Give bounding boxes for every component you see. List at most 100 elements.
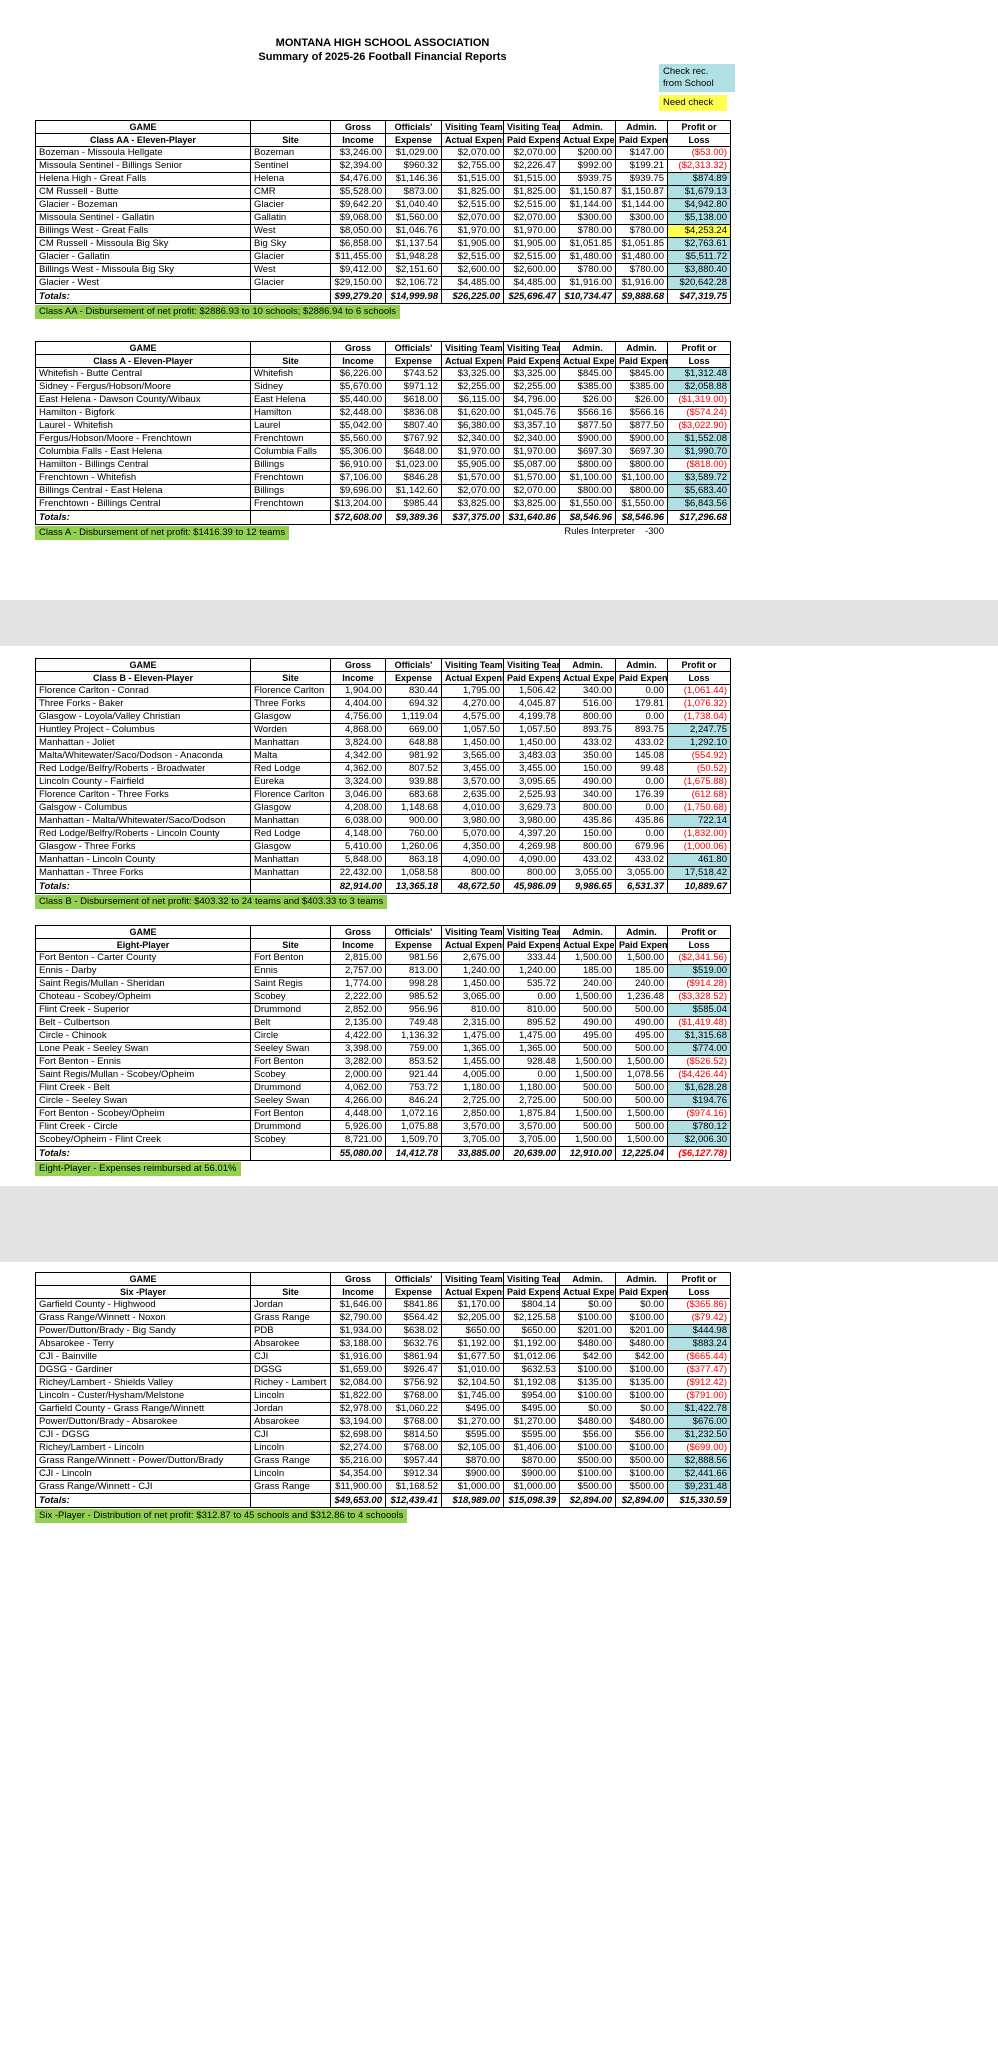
amount-cell: 1,500.00	[559, 951, 616, 965]
amount-cell: $1,270.00	[503, 1415, 560, 1429]
game-cell: Saint Regis/Mullan - Scobey/Opheim	[35, 1068, 251, 1082]
column-header: Admin.	[559, 120, 616, 134]
amount-cell: 800.00	[441, 866, 504, 880]
profit-loss-cell: (50.52)	[667, 762, 731, 776]
game-cell: Lincoln - Custer/Hysham/Melstone	[35, 1389, 251, 1403]
game-cell: CM Russell - Butte	[35, 185, 251, 199]
amount-cell: $100.00	[615, 1467, 668, 1481]
profit-loss-cell: ($912.42)	[667, 1376, 731, 1390]
amount-cell: 1,795.00	[441, 684, 504, 698]
column-header: Officials'	[385, 658, 442, 672]
amount-cell: 4,045.87	[503, 697, 560, 711]
column-header: Loss	[667, 1285, 731, 1299]
amount-cell: $768.00	[385, 1415, 442, 1429]
column-header: Expense	[385, 1285, 442, 1299]
site-cell: Lincoln	[250, 1467, 331, 1481]
amount-cell: $1,916.00	[615, 276, 668, 290]
amount-cell: $804.14	[503, 1298, 560, 1312]
amount-cell: 1,072.16	[385, 1107, 442, 1121]
amount-cell: 1,365.00	[441, 1042, 504, 1056]
amount-cell: 800.00	[559, 710, 616, 724]
disbursement-note: Eight-Player - Expenses reimbursed at 56…	[35, 1162, 241, 1176]
game-cell: Scobey/Opheim - Flint Creek	[35, 1133, 251, 1147]
amount-cell: 240.00	[559, 977, 616, 991]
amount-cell: 500.00	[615, 1081, 668, 1095]
amount-cell: $495.00	[503, 1402, 560, 1416]
amount-cell: 1,500.00	[559, 990, 616, 1004]
amount-cell: 4,397.20	[503, 827, 560, 841]
table-row: Belt - Culbertson Belt 2,135.00 749.48 2,315…	[35, 1016, 731, 1030]
column-header	[250, 658, 331, 672]
amount-cell: $564.42	[385, 1311, 442, 1325]
column-header: Visiting Team	[441, 925, 504, 939]
amount-cell: 694.32	[385, 697, 442, 711]
totals-amount: $9,888.68	[615, 289, 668, 304]
profit-loss-cell: ($1,319.00)	[667, 393, 731, 407]
amount-cell: 800.00	[503, 866, 560, 880]
table-row: Sidney - Fergus/Hobson/Moore Sidney $5,670…	[35, 380, 731, 394]
amount-cell: 433.02	[615, 736, 668, 750]
amount-cell: $632.76	[385, 1337, 442, 1351]
amount-cell: 1,180.00	[441, 1081, 504, 1095]
game-cell: Red Lodge/Belfry/Roberts - Broadwater	[35, 762, 251, 776]
amount-cell: $877.50	[559, 419, 616, 433]
table-row: CJI - Bainville CJI $1,916.00 $861.94 $1,677…	[35, 1350, 731, 1364]
amount-cell: 176.39	[615, 788, 668, 802]
profit-loss-cell: $2,058.88	[667, 380, 731, 394]
amount-cell: $2,070.00	[503, 146, 560, 160]
page-2: GAME Gross Officials' Visiting Team Visiting…	[0, 646, 998, 1186]
column-header: Loss	[667, 671, 731, 685]
table-row: Fergus/Hobson/Moore - Frenchtown Frenchto…	[35, 432, 731, 446]
amount-cell: 1,500.00	[559, 1133, 616, 1147]
column-header: Admin.	[615, 341, 668, 355]
site-cell: Hamilton	[250, 406, 331, 420]
amount-cell: $780.00	[559, 224, 616, 238]
site-cell: West	[250, 263, 331, 277]
header-row: GAME Gross Officials' Visiting Team Visiting…	[35, 341, 731, 355]
profit-loss-cell: ($365.86)	[667, 1298, 731, 1312]
amount-cell: $912.34	[385, 1467, 442, 1481]
table-row: Frenchtown - Whitefish Frenchtown $7,106.0…	[35, 471, 731, 485]
site-cell: Absarokee	[250, 1415, 331, 1429]
amount-cell: $8,050.00	[330, 224, 386, 238]
table-row: Flint Creek - Belt Drummond 4,062.00 753.72…	[35, 1081, 731, 1095]
site-cell: Glacier	[250, 198, 331, 212]
profit-loss-cell: ($914.28)	[667, 977, 731, 991]
profit-loss-cell: $1,312.48	[667, 367, 731, 381]
amount-cell: 4,148.00	[330, 827, 386, 841]
amount-cell: 0.00	[615, 827, 668, 841]
amount-cell: $4,354.00	[330, 1467, 386, 1481]
table-row: Fort Benton - Carter County Fort Benton 2,…	[35, 951, 731, 965]
amount-cell: 2,725.00	[441, 1094, 504, 1108]
amount-cell: 4,062.00	[330, 1081, 386, 1095]
page-3: GAME Gross Officials' Visiting Team Visiting…	[0, 1262, 998, 2048]
table-row: Helena High - Great Falls Helena $4,476.00…	[35, 172, 731, 186]
amount-cell: $500.00	[559, 1480, 616, 1494]
site-cell: Manhattan	[250, 736, 331, 750]
amount-cell: $939.75	[559, 172, 616, 186]
game-cell: Circle - Seeley Swan	[35, 1094, 251, 1108]
amount-cell: $1,144.00	[559, 198, 616, 212]
site-cell: Florence Carlton	[250, 684, 331, 698]
amount-cell: 921.44	[385, 1068, 442, 1082]
table-row: Absarokee - Terry Absarokee $3,188.00 $632.…	[35, 1337, 731, 1351]
amount-cell: $5,560.00	[330, 432, 386, 446]
profit-loss-cell: (1,750.68)	[667, 801, 731, 815]
totals-amount: 9,986.65	[559, 879, 616, 894]
amount-cell: 3,570.00	[441, 775, 504, 789]
amount-cell: 2,315.00	[441, 1016, 504, 1030]
amount-cell: $1,970.00	[503, 224, 560, 238]
amount-cell: $1,550.00	[559, 497, 616, 511]
amount-cell: $992.00	[559, 159, 616, 173]
totals-amount: $10,734.47	[559, 289, 616, 304]
table-row: Glasgow - Loyola/Valley Christian Glasgow…	[35, 710, 731, 724]
column-header: Actual Expense	[559, 938, 616, 952]
profit-loss-cell: $780.12	[667, 1120, 731, 1134]
amount-cell: 1,450.00	[503, 736, 560, 750]
amount-cell: 3,824.00	[330, 736, 386, 750]
side-note-value: -300	[644, 526, 664, 537]
amount-cell: 535.72	[503, 977, 560, 991]
amount-cell: $5,440.00	[330, 393, 386, 407]
document-title: MONTANA HIGH SCHOOL ASSOCIATION Summary …	[35, 0, 730, 64]
table-row: Richey/Lambert - Shields Valley Richey - …	[35, 1376, 731, 1390]
